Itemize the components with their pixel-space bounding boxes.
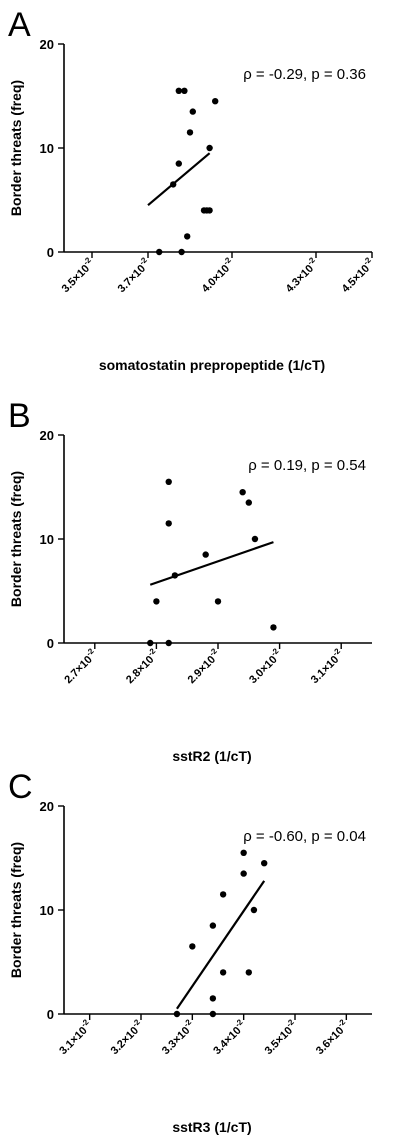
x-tick-label: 4.0×10-2	[197, 255, 237, 295]
svg-text:3.2×10-2: 3.2×10-2	[106, 1017, 146, 1057]
svg-text:3.3×10-2: 3.3×10-2	[158, 1017, 198, 1057]
regression-line	[147, 152, 211, 207]
x-axis-title: somatostatin prepropeptide (1/cT)	[99, 357, 325, 373]
data-point	[240, 849, 247, 856]
x-tick-label: 4.3×10-2	[281, 255, 321, 295]
x-tick-label: 2.7×10-2	[60, 646, 100, 686]
x-tick-label: 2.8×10-2	[122, 646, 162, 686]
data-point	[203, 207, 210, 214]
x-tick-label: 3.5×10-2	[57, 255, 97, 295]
regression-line	[149, 541, 274, 586]
data-point	[245, 499, 252, 506]
y-tick-label: 20	[40, 428, 54, 443]
regression-line	[176, 880, 266, 1010]
data-point	[209, 1010, 217, 1018]
x-tick-label: 2.9×10-2	[183, 646, 223, 686]
data-point	[184, 233, 191, 240]
y-axis-title: Border threats (freq)	[8, 471, 24, 607]
data-point	[245, 969, 252, 976]
data-point	[261, 860, 268, 867]
data-point	[239, 489, 246, 496]
x-tick-label: 3.0×10-2	[245, 646, 285, 686]
data-point	[175, 160, 182, 167]
panel-label: C	[8, 768, 33, 806]
x-axis-title: sstR2 (1/cT)	[172, 748, 251, 764]
y-tick-label: 0	[47, 1007, 54, 1022]
chart-panel-a: A 0 10 20 3.5×10-2 3.7×10-2 4.0×10-2 4.3×10-2 4.…	[0, 0, 400, 381]
data-point	[170, 181, 177, 188]
data-point	[219, 969, 227, 976]
y-tick-label: 0	[47, 636, 54, 651]
data-point	[206, 144, 213, 152]
data-point	[165, 639, 172, 647]
x-tick-label: 3.1×10-2	[55, 1017, 95, 1057]
panel-label: B	[8, 397, 31, 435]
y-tick-label: 20	[40, 37, 54, 52]
x-tick-label: 3.1×10-2	[307, 646, 347, 686]
data-point	[212, 98, 219, 105]
data-point	[165, 520, 172, 527]
y-tick-label: 10	[40, 141, 54, 156]
chart-panel-c: C 0 10 20 3.1×10-2 3.2×10-2 3.3×10-2 3.4×10-2 3.…	[0, 762, 400, 1143]
data-point	[181, 87, 188, 95]
y-axis-title: Border threats (freq)	[8, 842, 24, 978]
x-tick-label: 3.7×10-2	[113, 255, 153, 295]
data-point	[270, 624, 277, 631]
data-point	[250, 906, 258, 914]
svg-text:3.4×10-2: 3.4×10-2	[209, 1017, 249, 1057]
svg-text:3.6×10-2: 3.6×10-2	[312, 1017, 352, 1057]
data-point	[219, 891, 227, 898]
x-tick-label: 3.5×10-2	[260, 1017, 300, 1057]
x-tick-label: 3.4×10-2	[209, 1017, 249, 1057]
x-tick-label: 4.5×10-2	[337, 255, 377, 295]
x-tick-label: 3.3×10-2	[158, 1017, 198, 1057]
data-point	[186, 129, 194, 136]
data-point	[189, 943, 196, 950]
svg-text:3.5×10-2: 3.5×10-2	[260, 1017, 300, 1057]
y-tick-label: 10	[40, 532, 54, 547]
correlation-annotation: ρ = 0.19, p = 0.54	[248, 457, 366, 474]
svg-text:4.0×10-2: 4.0×10-2	[197, 255, 237, 295]
svg-text:4.5×10-2: 4.5×10-2	[337, 255, 377, 295]
data-point	[147, 639, 154, 647]
svg-text:3.1×10-2: 3.1×10-2	[307, 646, 347, 686]
svg-text:2.7×10-2: 2.7×10-2	[60, 646, 100, 686]
data-point	[209, 922, 217, 929]
x-tick-label: 3.6×10-2	[312, 1017, 352, 1057]
data-point	[202, 551, 209, 558]
svg-text:3.0×10-2: 3.0×10-2	[245, 646, 285, 686]
x-tick-label: 3.2×10-2	[106, 1017, 146, 1057]
data-point	[171, 572, 179, 579]
svg-text:3.7×10-2: 3.7×10-2	[113, 255, 153, 295]
correlation-annotation: ρ = -0.60, p = 0.04	[243, 828, 366, 845]
svg-text:2.9×10-2: 2.9×10-2	[183, 646, 223, 686]
data-point	[175, 87, 182, 95]
data-point	[251, 535, 259, 543]
chart-panel-b: B 0 10 20 2.7×10-2 2.8×10-2 2.9×10-2 3.0×10-2 3.…	[0, 391, 400, 772]
data-point	[153, 598, 160, 605]
svg-text:4.3×10-2: 4.3×10-2	[281, 255, 321, 295]
y-tick-label: 10	[40, 903, 54, 918]
x-axis-title: sstR3 (1/cT)	[172, 1119, 251, 1135]
data-point	[156, 248, 163, 256]
data-point	[189, 108, 196, 115]
data-point	[173, 1010, 181, 1018]
svg-text:2.8×10-2: 2.8×10-2	[122, 646, 162, 686]
y-tick-label: 0	[47, 245, 54, 260]
y-tick-label: 20	[40, 799, 54, 814]
panel-label: A	[8, 6, 31, 44]
correlation-annotation: ρ = -0.29, p = 0.36	[243, 66, 366, 83]
scatter-plot-a: A 0 10 20 3.5×10-2 3.7×10-2 4.0×10-2 4.3×10-2 4.…	[8, 6, 377, 373]
data-point	[178, 248, 185, 256]
data-point	[214, 598, 222, 605]
scatter-plot-b: B 0 10 20 2.7×10-2 2.8×10-2 2.9×10-2 3.0×10-2 3.…	[8, 397, 372, 764]
data-point	[165, 478, 172, 485]
svg-text:3.5×10-2: 3.5×10-2	[57, 255, 97, 295]
data-point	[209, 995, 217, 1002]
svg-text:3.1×10-2: 3.1×10-2	[55, 1017, 95, 1057]
scatter-plot-c: C 0 10 20 3.1×10-2 3.2×10-2 3.3×10-2 3.4×10-2 3.…	[8, 768, 372, 1135]
data-point	[240, 870, 247, 877]
y-axis-title: Border threats (freq)	[8, 80, 24, 216]
